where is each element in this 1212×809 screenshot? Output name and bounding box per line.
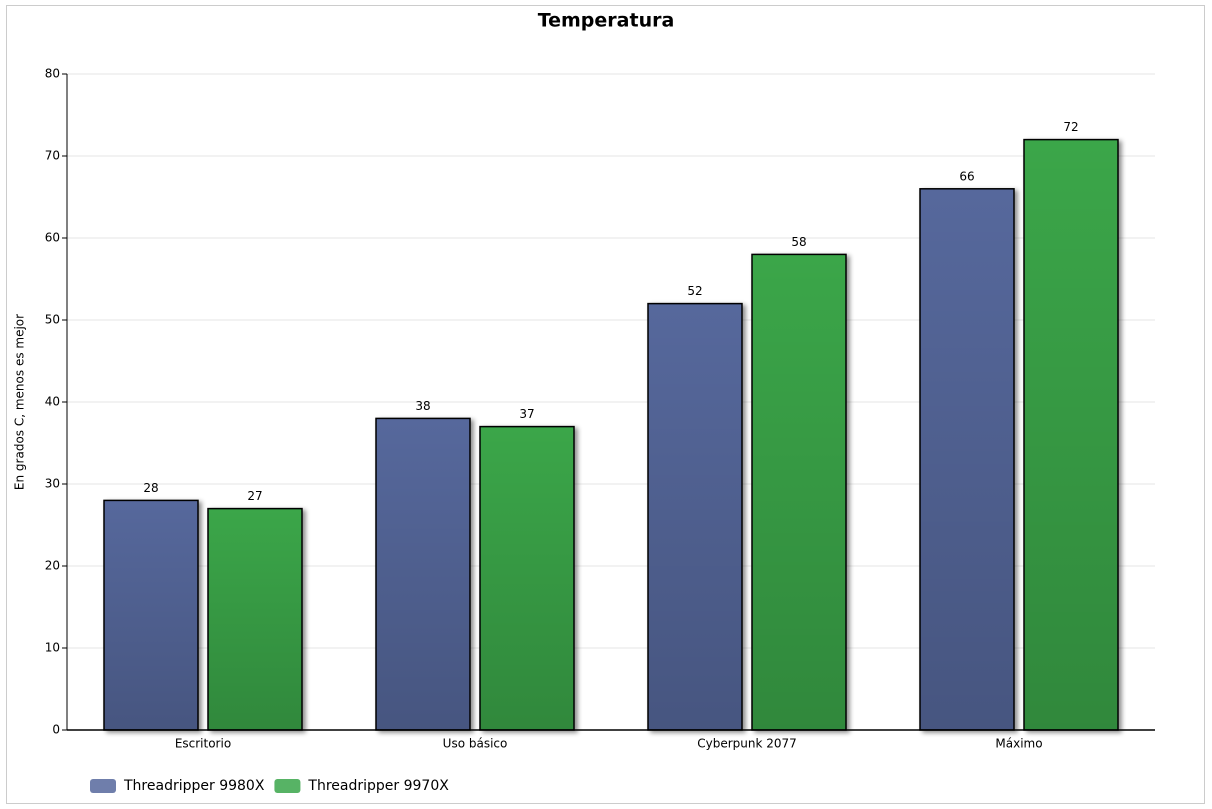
bar (647, 302, 743, 731)
legend-swatch (274, 779, 301, 793)
value-label: 27 (247, 489, 262, 503)
y-tick-label: 0 (52, 723, 60, 737)
x-tick-label: Máximo (995, 737, 1042, 751)
bar (375, 417, 471, 731)
y-tick-label: 70 (45, 149, 60, 163)
y-tick-label: 60 (45, 231, 60, 245)
bar (751, 253, 847, 731)
legend-text: Threadripper 9970X (307, 778, 449, 794)
chart-border (6, 5, 1205, 804)
legend-swatch (90, 779, 116, 793)
bar (1023, 138, 1119, 731)
value-label: 66 (959, 169, 974, 183)
bar (103, 499, 199, 731)
x-tick-label: Cyberpunk 2077 (697, 737, 797, 751)
value-label: 38 (415, 399, 430, 413)
y-tick-label: 30 (45, 477, 60, 491)
y-tick-label: 10 (45, 641, 60, 655)
chart-title: Temperatura (538, 10, 675, 32)
y-tick-label: 50 (45, 313, 60, 327)
value-label: 28 (143, 481, 158, 495)
bar (479, 425, 575, 731)
x-tick-label: Uso básico (443, 737, 508, 751)
bar (919, 188, 1015, 731)
value-label: 72 (1063, 120, 1078, 134)
y-tick-label: 20 (45, 559, 60, 573)
x-tick-label: Escritorio (175, 737, 231, 751)
y-tick-label: 40 (45, 395, 60, 409)
y-tick-label: 80 (45, 67, 60, 81)
value-label: 58 (791, 235, 806, 249)
bar (207, 507, 303, 731)
value-label: 37 (519, 407, 534, 421)
y-axis-title: En grados C, menos es mejor (13, 314, 27, 490)
value-label: 52 (687, 284, 702, 298)
legend-text: Threadripper 9980X (123, 778, 265, 794)
